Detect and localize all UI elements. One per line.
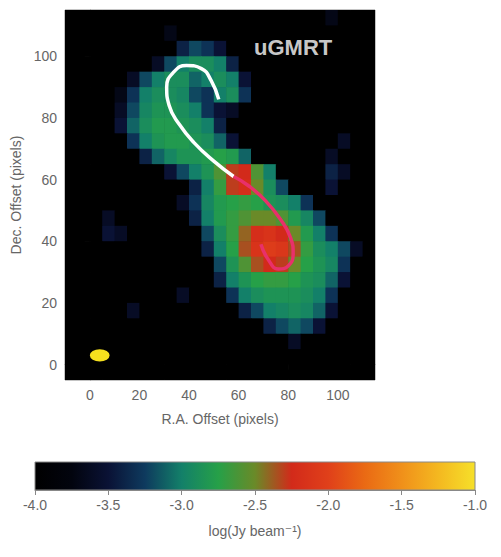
svg-text:R.A. Offset (pixels): R.A. Offset (pixels)	[161, 411, 278, 427]
svg-text:-1.5: -1.5	[390, 497, 414, 513]
svg-text:20: 20	[132, 387, 148, 403]
svg-text:uGMRT: uGMRT	[254, 35, 333, 60]
svg-text:-2.5: -2.5	[243, 497, 267, 513]
svg-text:40: 40	[41, 233, 57, 249]
svg-text:80: 80	[280, 387, 296, 403]
svg-text:60: 60	[231, 387, 247, 403]
svg-text:0: 0	[49, 357, 57, 373]
svg-text:60: 60	[41, 172, 57, 188]
svg-text:-1.0: -1.0	[463, 497, 487, 513]
svg-text:0: 0	[86, 387, 94, 403]
svg-text:20: 20	[41, 295, 57, 311]
svg-text:log(Jy beam⁻¹): log(Jy beam⁻¹)	[209, 523, 302, 539]
svg-text:100: 100	[34, 48, 58, 64]
svg-text:100: 100	[326, 387, 350, 403]
svg-text:80: 80	[41, 110, 57, 126]
svg-text:-2.0: -2.0	[316, 497, 340, 513]
svg-text:-4.0: -4.0	[23, 497, 47, 513]
svg-text:Dec. Offset (pixels): Dec. Offset (pixels)	[8, 136, 24, 255]
svg-text:-3.5: -3.5	[96, 497, 120, 513]
svg-text:40: 40	[181, 387, 197, 403]
svg-text:-3.0: -3.0	[170, 497, 194, 513]
